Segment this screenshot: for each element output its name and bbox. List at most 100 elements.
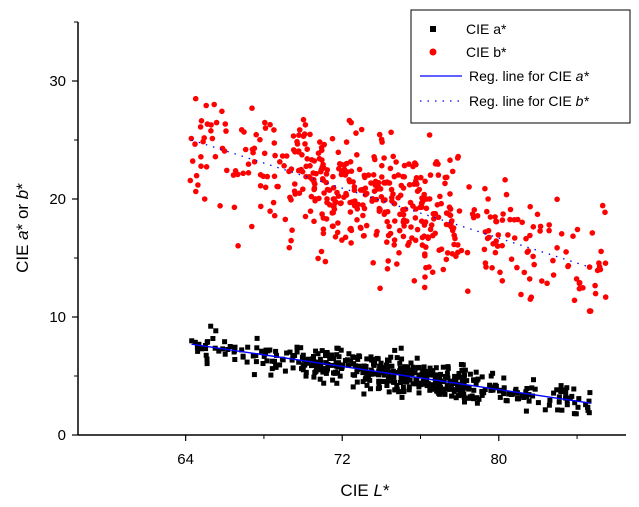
point-a: [253, 353, 259, 358]
x-tick-label-72: 72: [334, 451, 351, 468]
point-a: [384, 383, 390, 388]
point-a: [203, 352, 209, 358]
point-a: [542, 407, 548, 413]
point-b: [414, 226, 421, 233]
point-b: [503, 191, 510, 198]
point-a: [432, 372, 438, 378]
point-a: [381, 379, 387, 384]
point-b: [418, 174, 424, 181]
point-a: [414, 355, 420, 361]
point-b: [279, 153, 286, 159]
point-a: [327, 355, 333, 361]
point-a: [394, 383, 400, 388]
point-a: [462, 399, 467, 405]
point-b: [429, 269, 436, 276]
point-a: [289, 357, 295, 363]
point-b: [217, 203, 223, 209]
point-b: [326, 202, 333, 208]
point-b: [524, 249, 531, 255]
point-a: [529, 385, 535, 391]
point-b: [410, 163, 416, 170]
point-a: [445, 383, 451, 389]
point-b: [382, 197, 388, 203]
point-b: [499, 217, 506, 223]
point-b: [299, 152, 305, 158]
point-b: [331, 203, 337, 209]
point-a: [244, 359, 250, 365]
point-b: [346, 178, 353, 185]
point-b: [272, 152, 278, 159]
point-b: [338, 171, 345, 178]
point-a: [401, 379, 407, 385]
point-a: [251, 372, 257, 378]
point-a: [501, 385, 507, 391]
point-a: [563, 394, 569, 400]
point-b: [487, 214, 494, 220]
point-a: [401, 388, 407, 394]
point-a: [321, 380, 327, 386]
point-a: [323, 366, 329, 372]
point-a: [455, 387, 461, 393]
point-a: [386, 358, 392, 364]
point-b: [437, 193, 443, 200]
point-a: [419, 371, 425, 377]
point-a: [524, 386, 530, 391]
point-b: [408, 224, 414, 230]
point-a: [195, 348, 201, 354]
point-b: [444, 250, 451, 256]
point-a: [547, 397, 553, 403]
point-b: [277, 159, 283, 165]
point-b: [388, 129, 394, 136]
legend-box: [410, 9, 631, 124]
point-a: [461, 391, 467, 397]
point-b: [347, 159, 354, 165]
point-a: [216, 348, 222, 354]
point-b: [435, 214, 442, 221]
point-a: [335, 345, 341, 351]
point-b: [310, 170, 317, 176]
point-b: [499, 242, 506, 249]
point-a: [192, 339, 198, 345]
point-b: [401, 217, 407, 223]
point-b: [377, 206, 383, 213]
point-b: [499, 278, 506, 284]
point-a: [364, 356, 370, 362]
point-b: [398, 182, 405, 189]
point-a: [492, 385, 498, 391]
point-b: [264, 173, 271, 180]
point-b: [422, 178, 428, 185]
point-a: [287, 349, 293, 355]
point-b: [422, 251, 428, 257]
point-b: [249, 223, 255, 230]
point-b: [421, 284, 428, 291]
point-b: [570, 233, 576, 239]
series-a-points: [189, 323, 593, 417]
point-b: [307, 208, 314, 214]
point-b: [188, 135, 195, 142]
point-b: [530, 253, 536, 260]
point-a: [432, 380, 438, 386]
point-b: [546, 227, 552, 234]
point-a: [399, 375, 405, 381]
point-a: [294, 344, 300, 350]
point-b: [335, 149, 342, 156]
point-a: [363, 366, 368, 371]
point-a: [456, 371, 462, 376]
point-a: [475, 376, 481, 382]
point-a: [557, 387, 563, 393]
point-a: [312, 370, 318, 375]
point-a: [368, 386, 373, 392]
legend-b-marker: [429, 48, 437, 56]
point-b: [470, 214, 477, 221]
point-a: [421, 364, 427, 370]
point-a: [467, 371, 473, 377]
point-b: [486, 234, 492, 241]
point-b: [440, 266, 447, 273]
x-tick-label-64: 64: [177, 451, 194, 468]
point-a: [370, 370, 376, 376]
point-a: [377, 363, 383, 369]
point-a: [425, 381, 431, 387]
point-a: [388, 375, 394, 381]
point-b: [287, 194, 293, 201]
point-a: [313, 348, 319, 354]
